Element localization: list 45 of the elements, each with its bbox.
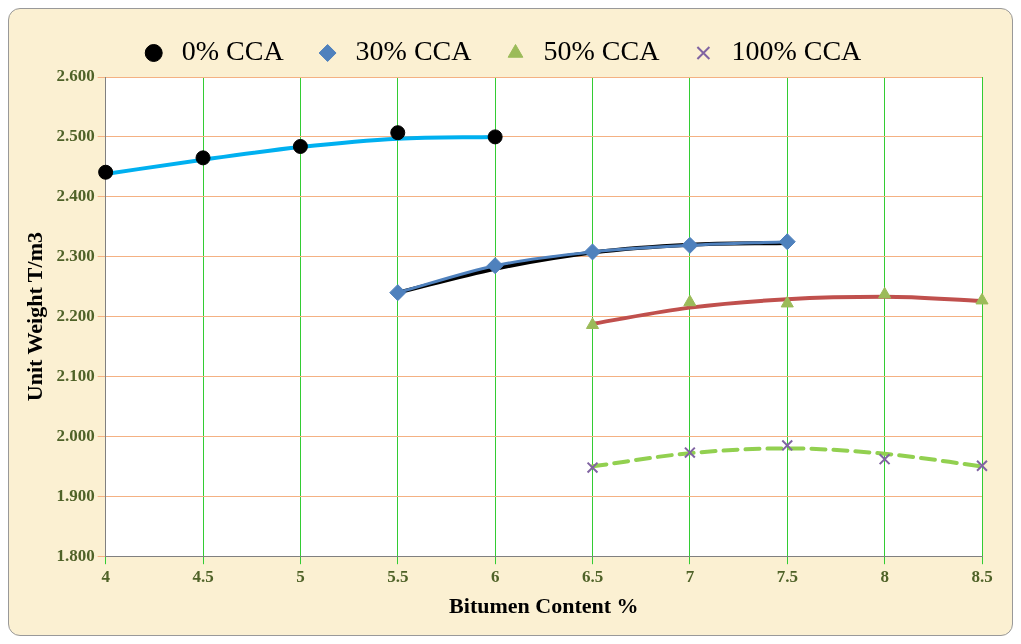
- point: [878, 286, 892, 299]
- y-tick-label: 2.200: [56, 305, 95, 325]
- y-tick-label: 2.300: [56, 246, 95, 266]
- point: [98, 164, 114, 180]
- y-tick-label: 2.400: [56, 186, 95, 206]
- y-tick-label: 2.500: [56, 126, 95, 146]
- point: [681, 236, 699, 254]
- y-tick-label: 1.800: [56, 545, 95, 565]
- point: [486, 257, 504, 275]
- point: [487, 129, 503, 145]
- y-tick-label: 2.000: [56, 425, 95, 445]
- point: [683, 294, 697, 307]
- legend-label: 30% CCA: [355, 35, 473, 67]
- x-axis-title: Bitumen Content %: [449, 593, 639, 619]
- x-tick-label: 4.5: [192, 566, 214, 586]
- legend-label: 0% CCA: [181, 35, 285, 67]
- point: [585, 317, 600, 329]
- y-axis-title: Unit Weight T/m3: [21, 232, 47, 402]
- y-tick-label: 1.900: [56, 485, 95, 505]
- point: [584, 243, 602, 261]
- y-tick-label: 2.100: [56, 365, 95, 385]
- point: [195, 150, 211, 166]
- point: [683, 446, 696, 459]
- legend-label: 50% CCA: [543, 35, 661, 67]
- point: [976, 459, 988, 472]
- point: [389, 284, 407, 302]
- x-tick-label: 8: [880, 566, 889, 586]
- legend-label: 100% CCA: [731, 35, 863, 67]
- point: [778, 233, 796, 251]
- y-tick-label: 2.600: [56, 66, 95, 86]
- x-tick-label: 5: [296, 566, 305, 586]
- point: [781, 439, 794, 452]
- x-tick-label: 6.5: [581, 566, 604, 586]
- point: [878, 453, 891, 466]
- x-tick-label: 7: [685, 566, 695, 586]
- x-tick-label: 6: [490, 566, 500, 586]
- point: [780, 295, 794, 308]
- point: [292, 138, 308, 154]
- point: [390, 125, 406, 141]
- x-tick-label: 8.5: [971, 566, 993, 586]
- point: [975, 292, 989, 305]
- x-tick-label: 5.5: [387, 566, 409, 586]
- x-tick-label: 7.5: [776, 566, 798, 586]
- point: [586, 461, 599, 474]
- x-tick-label: 4: [101, 566, 111, 586]
